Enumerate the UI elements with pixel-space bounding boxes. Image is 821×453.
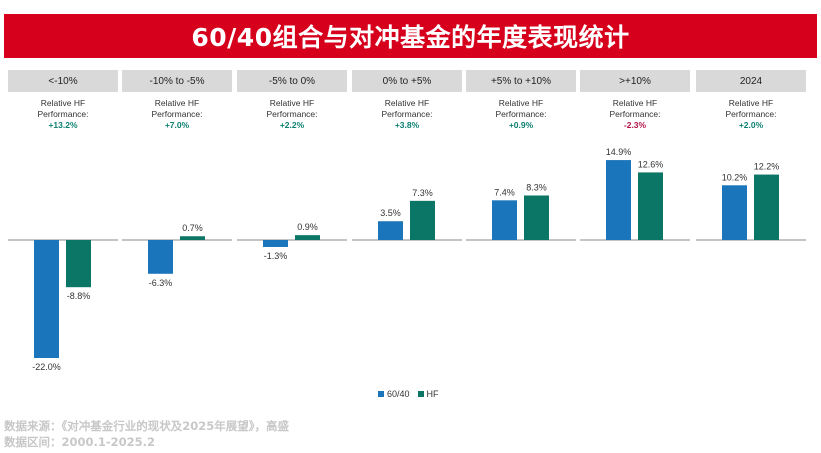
panel-header: +5% to +10%	[466, 70, 576, 92]
relative-hf-value: +2.2%	[279, 120, 305, 130]
relative-hf-value: +13.2%	[48, 120, 78, 130]
relative-hf-label: Relative HF Performance:	[725, 98, 777, 119]
bar-6040	[492, 200, 517, 240]
relative-hf-performance: Relative HF Performance: +0.9%	[466, 98, 576, 131]
panel-1: -10% to -5% Relative HF Performance: +7.0%…	[122, 70, 232, 380]
relative-hf-performance: Relative HF Performance: +7.0%	[122, 98, 232, 131]
panel-header: 2024	[696, 70, 806, 92]
panel-6: 2024 Relative HF Performance: +2.0% 10.2% 12…	[696, 70, 806, 380]
panel-3: 0% to +5% Relative HF Performance: +3.8% 3.…	[352, 70, 462, 380]
panel-bars: -1.3% 0.9%	[237, 222, 347, 261]
panel-2: -5% to 0% Relative HF Performance: +2.2% -1…	[237, 70, 347, 380]
bar-6040	[34, 240, 59, 358]
bar-hf	[180, 236, 205, 240]
data-label-6040: 7.4%	[494, 187, 515, 197]
bar-6040	[148, 240, 173, 274]
panel-bars: 7.4% 8.3%	[466, 182, 576, 241]
data-label-6040: -22.0%	[32, 362, 61, 372]
bar-6040	[606, 160, 631, 240]
relative-hf-label: Relative HF Performance:	[381, 98, 433, 119]
panel-bars: -22.0% -8.8%	[8, 239, 118, 372]
data-label-hf: 12.6%	[638, 159, 664, 169]
relative-hf-performance: Relative HF Performance: +2.2%	[237, 98, 347, 131]
panel-header: -5% to 0%	[237, 70, 347, 92]
bar-hf	[410, 200, 435, 240]
data-label-6040: 10.2%	[722, 172, 748, 182]
legend-swatch-6040	[378, 391, 384, 397]
data-label-hf: 8.3%	[526, 182, 547, 192]
panel-header: -10% to -5%	[122, 70, 232, 92]
relative-hf-label: Relative HF Performance:	[151, 98, 203, 119]
relative-hf-performance: Relative HF Performance: +13.2%	[8, 98, 118, 131]
panel-bars: 3.5% 7.3%	[352, 188, 462, 241]
bar-hf	[524, 195, 549, 240]
data-label-hf: 0.7%	[182, 223, 203, 233]
relative-hf-value: +3.8%	[394, 120, 420, 130]
panel-bars: 14.9% 12.6%	[580, 147, 690, 241]
relative-hf-value: +7.0%	[164, 120, 190, 130]
panel-bars: 10.2% 12.2%	[696, 162, 806, 241]
panel-4: +5% to +10% Relative HF Performance: +0.9%…	[466, 70, 576, 380]
bar-6040	[378, 221, 403, 240]
footer-source: 数据来源：《对冲基金行业的现状及2025年展望》，高盛	[4, 419, 290, 433]
page-title: 60/40组合与对冲基金的年度表现统计	[4, 14, 817, 58]
panel-header: >+10%	[580, 70, 690, 92]
footer-period: 数据区间：2000.1-2025.2	[4, 435, 156, 449]
relative-hf-value: +0.9%	[508, 120, 534, 130]
footer: 数据来源：《对冲基金行业的现状及2025年展望》，高盛 数据区间：2000.1-…	[4, 418, 289, 450]
data-label-hf: 7.3%	[412, 188, 433, 198]
data-label-hf: 0.9%	[297, 222, 318, 232]
bar-6040	[722, 185, 747, 240]
data-label-hf: 12.2%	[754, 162, 780, 172]
data-label-6040: -6.3%	[149, 278, 173, 288]
bar-hf	[638, 172, 663, 240]
data-label-6040: 14.9%	[606, 147, 632, 157]
relative-hf-label: Relative HF Performance:	[266, 98, 318, 119]
legend: 60/40 HF	[378, 389, 447, 399]
relative-hf-value: +2.0%	[738, 120, 764, 130]
legend-label-6040: 60/40	[387, 389, 410, 399]
legend-item-hf: HF	[417, 389, 439, 399]
relative-hf-performance: Relative HF Performance: +3.8%	[352, 98, 462, 131]
relative-hf-value: -2.3%	[623, 120, 647, 130]
relative-hf-performance: Relative HF Performance: -2.3%	[580, 98, 690, 131]
data-label-6040: 3.5%	[380, 208, 401, 218]
data-label-hf: -8.8%	[67, 291, 91, 301]
panel-bars: -6.3% 0.7%	[122, 223, 232, 288]
relative-hf-label: Relative HF Performance:	[37, 98, 89, 119]
bar-hf	[66, 240, 91, 288]
panel-0: <-10% Relative HF Performance: +13.2% -22.0…	[8, 70, 118, 380]
bar-hf	[754, 174, 779, 240]
data-label-6040: -1.3%	[264, 251, 288, 261]
bar-hf	[295, 235, 320, 240]
legend-item-6040: 60/40	[378, 389, 410, 399]
bar-6040	[263, 240, 288, 247]
legend-label-hf: HF	[426, 389, 439, 399]
relative-hf-label: Relative HF Performance:	[495, 98, 547, 119]
panel-header: <-10%	[8, 70, 118, 92]
legend-swatch-hf	[417, 391, 424, 397]
panel-header: 0% to +5%	[352, 70, 462, 92]
relative-hf-label: Relative HF Performance:	[609, 98, 661, 119]
relative-hf-performance: Relative HF Performance: +2.0%	[696, 98, 806, 131]
panel-5: >+10% Relative HF Performance: -2.3% 14.9% 1…	[580, 70, 690, 380]
